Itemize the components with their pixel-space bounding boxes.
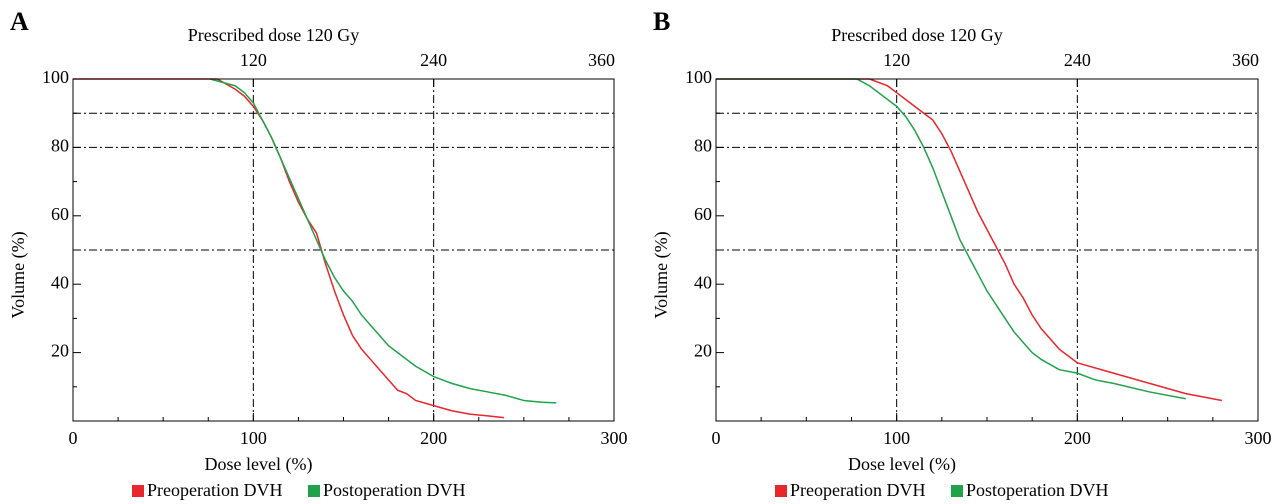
legend-swatch <box>132 485 144 497</box>
dvh-line <box>716 78 1186 400</box>
dvh-line <box>73 78 505 419</box>
legend-swatch <box>951 485 963 497</box>
y-tick-label: 20 <box>51 341 69 361</box>
legend-swatch <box>775 485 787 497</box>
legend-swatch <box>308 485 320 497</box>
y-tick-label: 60 <box>694 204 712 224</box>
x2-tick-label: 360 <box>588 50 615 70</box>
y-axis-label: Volume (%) <box>651 231 672 318</box>
x-tick-label: 300 <box>1245 428 1272 448</box>
legend-label: Preoperation DVH <box>790 480 925 500</box>
legend-label: Postoperation DVH <box>966 480 1109 500</box>
x2-tick-label: 120 <box>240 50 267 70</box>
y-tick-label: 100 <box>42 67 69 87</box>
top-axis-label: Prescribed dose 120 Gy <box>188 25 359 45</box>
panel-label: B <box>653 7 670 36</box>
top-axis-label: Prescribed dose 120 Gy <box>831 25 1002 45</box>
x2-tick-label: 360 <box>1232 50 1259 70</box>
x-axis-label: Dose level (%) <box>205 454 313 475</box>
y-tick-label: 60 <box>51 204 69 224</box>
x-tick-label: 0 <box>69 428 78 448</box>
y-tick-label: 40 <box>694 272 712 292</box>
dvh-line <box>209 78 557 404</box>
legend-label: Preoperation DVH <box>147 480 282 500</box>
x-tick-label: 100 <box>240 428 267 448</box>
x2-tick-label: 240 <box>1064 50 1091 70</box>
y-axis-label: Volume (%) <box>8 231 29 318</box>
x-tick-label: 0 <box>712 428 721 448</box>
x-tick-label: 200 <box>1064 428 1091 448</box>
x-tick-label: 200 <box>420 428 447 448</box>
y-tick-label: 80 <box>694 136 712 156</box>
y-tick-label: 80 <box>51 136 69 156</box>
x2-tick-label: 240 <box>420 50 447 70</box>
dvh-line <box>716 78 1223 402</box>
x-axis-label: Dose level (%) <box>848 454 956 475</box>
x2-tick-label: 120 <box>883 50 910 70</box>
y-tick-label: 100 <box>685 67 712 87</box>
legend-label: Postoperation DVH <box>323 480 466 500</box>
y-tick-label: 40 <box>51 272 69 292</box>
x-tick-label: 300 <box>601 428 628 448</box>
x-tick-label: 100 <box>883 428 910 448</box>
panel-label: A <box>10 7 29 36</box>
y-tick-label: 20 <box>694 341 712 361</box>
